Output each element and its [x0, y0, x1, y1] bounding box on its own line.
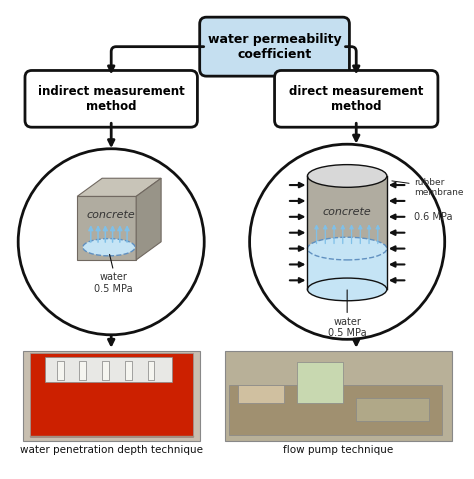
Bar	[23, 351, 200, 442]
Bar	[238, 385, 283, 403]
Text: water penetration depth technique: water penetration depth technique	[20, 445, 203, 455]
Bar	[29, 353, 193, 437]
Bar	[225, 351, 452, 442]
Text: water
0.5 MPa: water 0.5 MPa	[328, 317, 366, 338]
Ellipse shape	[308, 165, 387, 187]
Ellipse shape	[308, 278, 387, 301]
Bar	[125, 361, 132, 380]
Text: direct measurement
method: direct measurement method	[289, 85, 423, 113]
Circle shape	[250, 144, 445, 339]
Text: rubber
membrane: rubber membrane	[414, 178, 464, 197]
Circle shape	[18, 149, 204, 335]
FancyBboxPatch shape	[25, 70, 197, 127]
Polygon shape	[136, 178, 161, 260]
FancyBboxPatch shape	[274, 70, 438, 127]
Text: concrete: concrete	[323, 207, 372, 217]
Ellipse shape	[83, 239, 135, 256]
Polygon shape	[308, 249, 387, 289]
Ellipse shape	[308, 237, 387, 260]
Bar	[102, 361, 109, 380]
Polygon shape	[77, 178, 161, 196]
Text: flow pump technique: flow pump technique	[283, 445, 393, 455]
Text: 0.6 MPa: 0.6 MPa	[414, 212, 453, 222]
Text: water permeability
coefficient: water permeability coefficient	[208, 33, 341, 61]
Bar	[46, 357, 173, 382]
Text: concrete: concrete	[87, 209, 136, 219]
Text: indirect measurement
method: indirect measurement method	[38, 85, 184, 113]
Bar	[57, 361, 64, 380]
Bar	[229, 385, 442, 434]
Bar	[80, 361, 86, 380]
FancyBboxPatch shape	[200, 17, 349, 76]
Bar	[147, 361, 155, 380]
Bar	[356, 399, 429, 421]
Polygon shape	[308, 176, 387, 249]
Bar	[297, 362, 343, 403]
Text: water
0.5 MPa: water 0.5 MPa	[94, 272, 133, 294]
Polygon shape	[77, 196, 136, 260]
